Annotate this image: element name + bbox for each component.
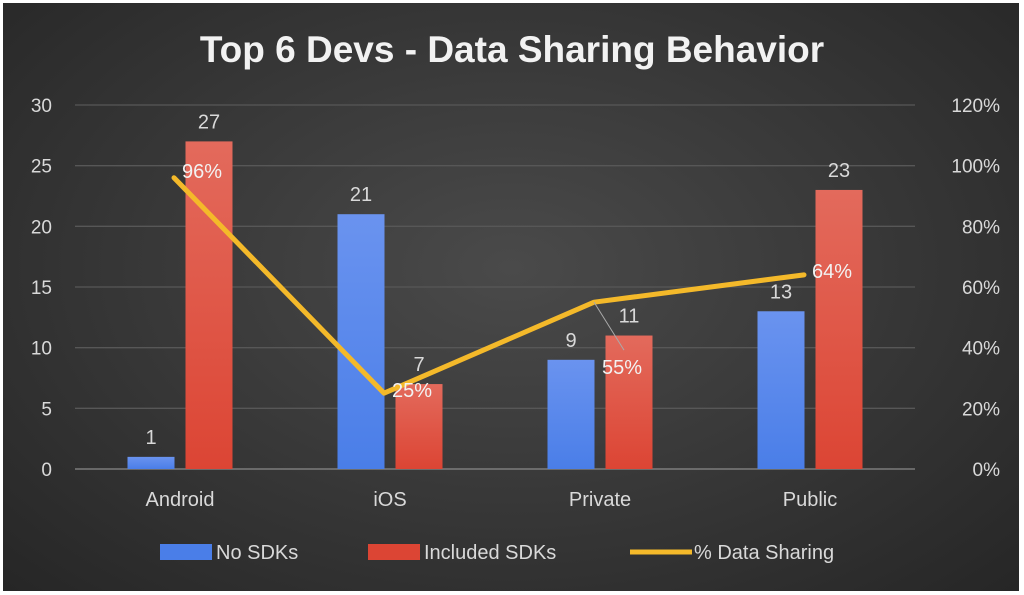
y-right-tick-label: 80% xyxy=(962,217,1000,238)
percent-label: 25% xyxy=(392,380,432,402)
legend-swatch xyxy=(160,544,212,560)
y-left-tick-label: 25 xyxy=(31,157,52,178)
data-label: 11 xyxy=(619,306,640,328)
y-right-tick-label: 100% xyxy=(951,157,1000,178)
bar-included-sdks xyxy=(815,189,863,469)
legend-label: Included SDKs xyxy=(424,542,556,564)
line-data-sharing xyxy=(171,175,807,396)
data-label: 9 xyxy=(565,330,576,352)
data-label: 7 xyxy=(413,354,424,376)
y-left-tick-label: 10 xyxy=(31,339,52,360)
category-label: Private xyxy=(569,489,631,511)
y-right-tick-label: 20% xyxy=(962,399,1000,420)
category-label: Public xyxy=(783,489,837,511)
y-right-tick-label: 40% xyxy=(962,339,1000,360)
percent-label: 96% xyxy=(182,161,222,183)
y-left-tick-label: 5 xyxy=(41,399,52,420)
bar-no-sdks xyxy=(547,359,595,469)
legend-label: % Data Sharing xyxy=(694,542,834,564)
category-label: Android xyxy=(146,489,215,511)
data-label: 27 xyxy=(198,111,220,133)
y-right-tick-label: 60% xyxy=(962,278,1000,299)
bar-included-sdks xyxy=(395,384,443,469)
y-left-tick-label: 20 xyxy=(31,217,52,238)
legend-label: No SDKs xyxy=(216,542,298,564)
y-right-tick-label: 0% xyxy=(973,460,1001,481)
data-label: 1 xyxy=(145,427,156,449)
leader-line xyxy=(593,301,625,351)
bar-no-sdks xyxy=(127,456,175,469)
bar-no-sdks xyxy=(757,311,805,469)
bar-no-sdks xyxy=(337,214,385,469)
y-right-tick-label: 120% xyxy=(951,96,1000,117)
y-left-tick-label: 0 xyxy=(41,460,52,481)
bar-included-sdks xyxy=(605,335,653,469)
chart-title: Top 6 Devs - Data Sharing Behavior xyxy=(200,29,824,70)
data-label: 23 xyxy=(828,160,850,182)
y-left-tick-label: 30 xyxy=(31,96,52,117)
y-left-tick-label: 15 xyxy=(31,278,52,299)
percent-label: 55% xyxy=(602,357,642,379)
data-label: 13 xyxy=(770,281,792,303)
data-label: 21 xyxy=(350,184,372,206)
legend-swatch xyxy=(368,544,420,560)
bar-included-sdks xyxy=(185,141,233,469)
category-label: iOS xyxy=(373,489,406,511)
percent-label: 64% xyxy=(812,261,852,283)
